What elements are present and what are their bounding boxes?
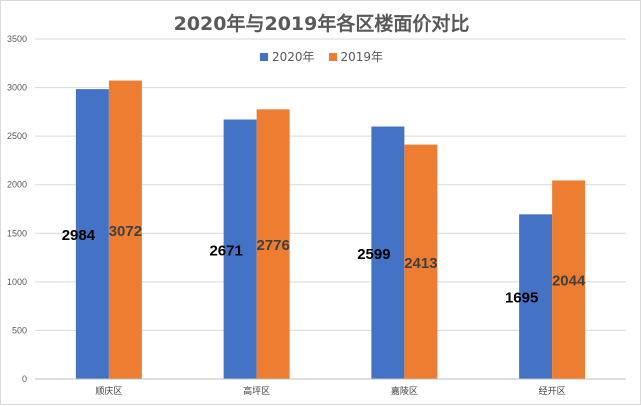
data-label-1-3: 2599 (357, 246, 390, 263)
bar-2-4 (552, 180, 586, 379)
y-tick-label: 1000 (7, 277, 27, 287)
bars (75, 80, 586, 380)
y-tick-label: 3000 (7, 83, 27, 93)
x-tick-label: 嘉陵区 (391, 385, 418, 397)
x-tick-label: 顺庆区 (95, 385, 122, 397)
bar-2-3 (404, 144, 438, 379)
data-label-1-1: 2984 (62, 227, 96, 244)
bar-1-4 (519, 214, 553, 379)
chart-title: 2020年与2019年各区楼面价对比 (173, 13, 470, 35)
bar-1-3 (371, 126, 405, 379)
legend-item-series-2: 2019年 (328, 48, 384, 65)
y-tick-label: 2500 (7, 131, 27, 141)
y-tick-label: 3500 (7, 34, 27, 44)
data-label-2-4: 2044 (552, 273, 586, 290)
x-tick-label: 高坪区 (243, 385, 270, 397)
legend-item-series-1: 2020年 (259, 48, 315, 65)
bar-2-2 (256, 109, 290, 380)
data-label-1-4: 1695 (505, 290, 538, 307)
axes: 0 500 1000 1500 2000 2500 3000 3500 顺庆区 高坪区 嘉陵区 经开区 (7, 34, 626, 397)
data-label-2-3: 2413 (404, 255, 437, 272)
y-tick-label: 500 (12, 325, 27, 335)
data-label-1-2: 2671 (209, 242, 242, 259)
legend-label-series-1: 2020年 (271, 50, 315, 64)
data-labels: 2984 3072 2671 2776 2599 2413 1695 2044 (62, 223, 586, 307)
bar-1-2 (223, 119, 257, 379)
legend-swatch-series-1 (259, 52, 268, 61)
data-label-2-1: 3072 (109, 223, 142, 240)
legend: 2020年 2019年 (1, 48, 641, 65)
y-tick-label: 2000 (7, 180, 27, 190)
y-tick-label: 0 (22, 374, 27, 384)
legend-label-series-2: 2019年 (340, 50, 384, 64)
x-tick-label: 经开区 (539, 385, 566, 397)
legend-swatch-series-2 (328, 52, 337, 61)
data-label-2-2: 2776 (256, 237, 289, 254)
bar-2-1 (108, 80, 142, 379)
bar-1-1 (75, 89, 109, 379)
y-tick-label: 1500 (7, 228, 27, 238)
